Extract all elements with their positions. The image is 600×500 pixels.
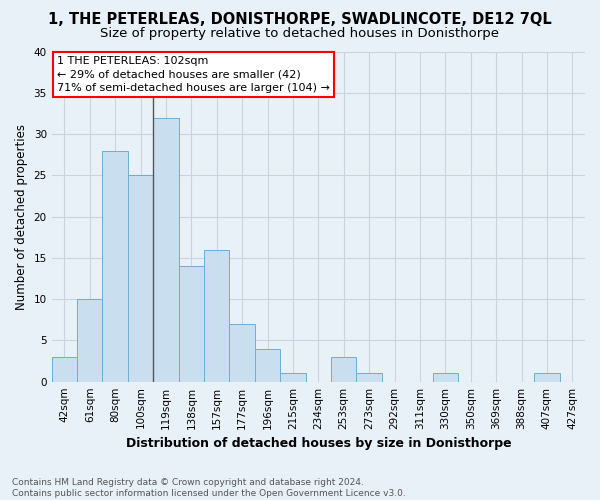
Bar bbox=[280, 374, 305, 382]
Bar bbox=[433, 374, 458, 382]
X-axis label: Distribution of detached houses by size in Donisthorpe: Distribution of detached houses by size … bbox=[125, 437, 511, 450]
Bar bbox=[103, 150, 128, 382]
Text: Size of property relative to detached houses in Donisthorpe: Size of property relative to detached ho… bbox=[101, 28, 499, 40]
Bar bbox=[128, 176, 153, 382]
Bar bbox=[331, 357, 356, 382]
Bar bbox=[153, 118, 179, 382]
Text: 1 THE PETERLEAS: 102sqm
← 29% of detached houses are smaller (42)
71% of semi-de: 1 THE PETERLEAS: 102sqm ← 29% of detache… bbox=[57, 56, 330, 93]
Y-axis label: Number of detached properties: Number of detached properties bbox=[15, 124, 28, 310]
Text: 1, THE PETERLEAS, DONISTHORPE, SWADLINCOTE, DE12 7QL: 1, THE PETERLEAS, DONISTHORPE, SWADLINCO… bbox=[48, 12, 552, 28]
Text: Contains HM Land Registry data © Crown copyright and database right 2024.
Contai: Contains HM Land Registry data © Crown c… bbox=[12, 478, 406, 498]
Bar bbox=[229, 324, 255, 382]
Bar bbox=[356, 374, 382, 382]
Bar bbox=[77, 299, 103, 382]
Bar bbox=[534, 374, 560, 382]
Bar bbox=[179, 266, 204, 382]
Bar bbox=[204, 250, 229, 382]
Bar bbox=[52, 357, 77, 382]
Bar bbox=[255, 348, 280, 382]
